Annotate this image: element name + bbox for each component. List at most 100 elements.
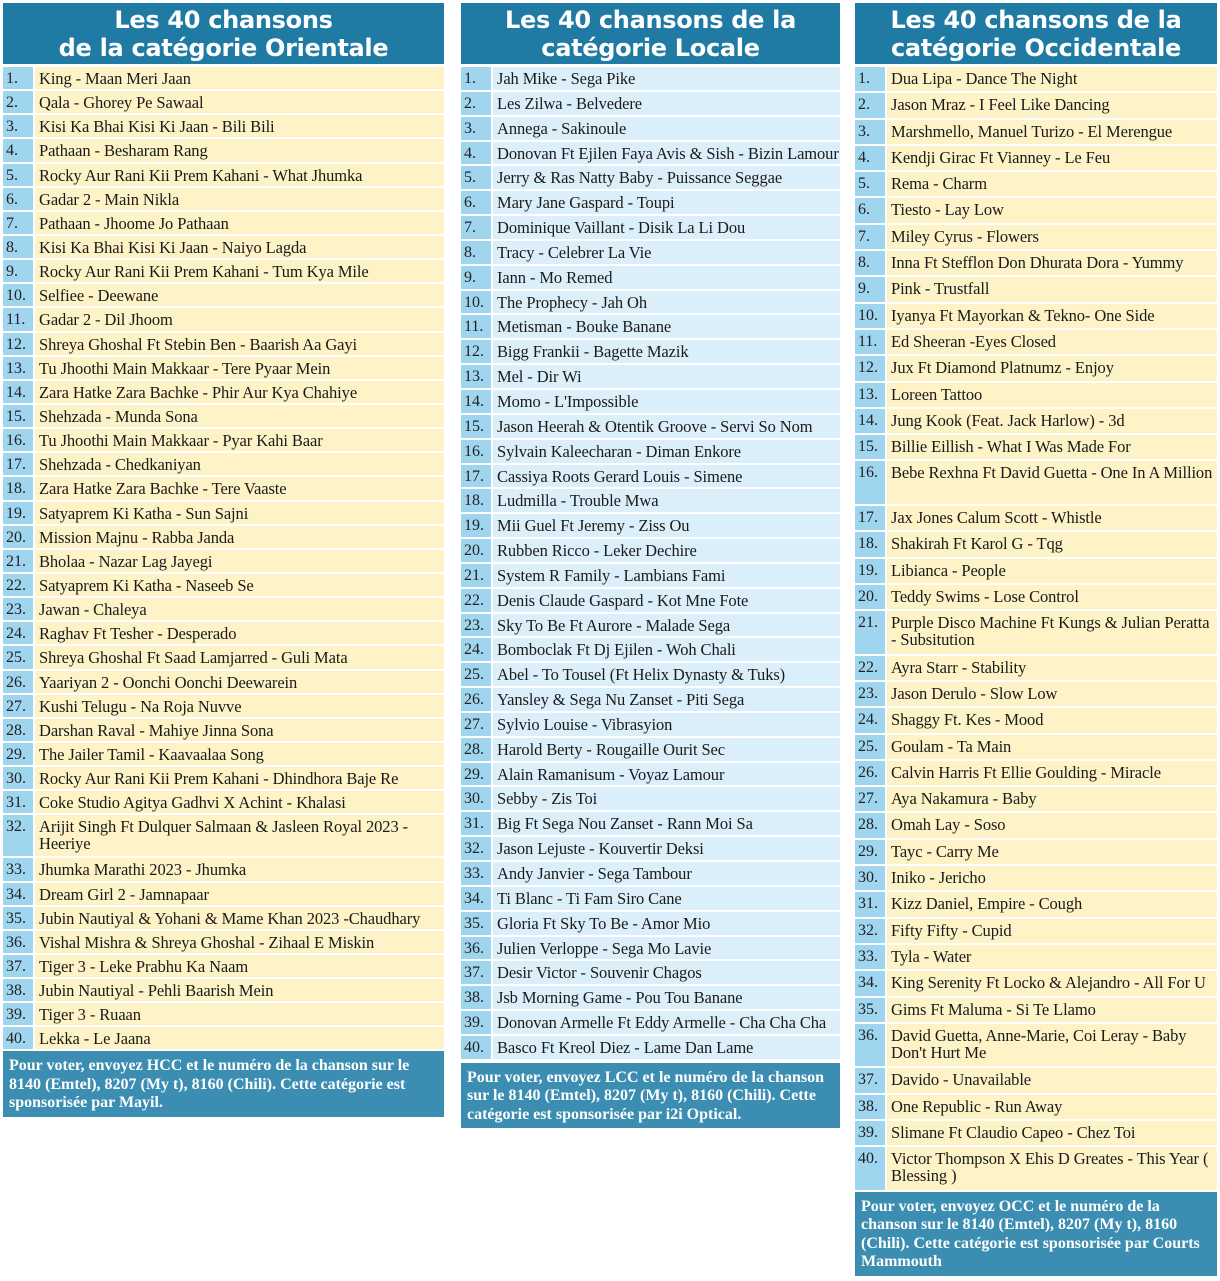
song-title: Rocky Aur Rani Kii Prem Kahani - Tum Kya… — [35, 260, 444, 283]
song-row: 21. System R Family - Lambians Fami — [461, 563, 840, 589]
song-rank: 25. — [855, 734, 885, 759]
song-title: Omah Lay - Soso — [887, 813, 1217, 838]
song-row: 20. Rubben Ricco - Leker Dechire — [461, 539, 840, 564]
song-row: 13. Tu Jhoothi Main Makkaar - Tere Pyaar … — [3, 356, 444, 381]
song-title: Jung Kook (Feat. Jack Harlow) - 3d — [887, 408, 1217, 434]
song-rank: 13. — [3, 356, 33, 379]
song-title: Shehzada - Chedkaniyan — [35, 453, 444, 476]
song-rank: 9. — [3, 260, 33, 283]
song-rank: 6. — [461, 191, 491, 215]
song-rank: 22. — [855, 655, 885, 680]
song-title: Denis Claude Gaspard - Kot Mne Fote — [493, 588, 840, 612]
song-title: Jawan - Chaleya — [35, 598, 444, 621]
song-title: Darshan Raval - Mahiye Jinna Sona — [35, 718, 444, 741]
song-row: 29. Tayc - Carry Me — [855, 839, 1217, 867]
song-row: 19. Libianca - People — [855, 558, 1217, 585]
song-row: 32. Fifty Fifty - Cupid — [855, 918, 1217, 945]
column-orientale: Les 40 chansons de la catégorie Oriental… — [3, 3, 444, 1117]
song-row: 5. Jerry & Ras Natty Baby - Puissance Seg… — [461, 166, 840, 192]
song-rank: 40. — [461, 1035, 491, 1059]
song-row: 7. Pathaan - Jhoome Jo Pathaan — [3, 211, 444, 236]
song-rank: 13. — [461, 365, 491, 388]
song-title: Shreya Ghoshal Ft Saad Lamjarred - Guli … — [35, 646, 444, 669]
song-row: 1. Jah Mike - Sega Pike — [461, 67, 840, 92]
song-row: 20. Mission Majnu - Rabba Janda — [3, 525, 444, 550]
song-row: 2. Qala - Ghorey Pe Sawaal — [3, 91, 444, 116]
column-header: Les 40 chansons de la catégorie Occident… — [855, 3, 1217, 64]
song-row: 1. King - Maan Meri Jaan — [3, 67, 444, 92]
song-rank: 31. — [3, 791, 33, 814]
song-title: Mary Jane Gaspard - Toupi — [493, 191, 840, 215]
song-row: 30. Iniko - Jericho — [855, 866, 1217, 893]
song-row: 6. Tiesto - Lay Low — [855, 198, 1217, 225]
song-title: Teddy Swims - Lose Control — [887, 584, 1217, 610]
song-rank: 23. — [3, 598, 33, 621]
song-title: Gadar 2 - Dil Jhoom — [35, 308, 444, 331]
song-row: 7. Dominique Vaillant - Disik La Li Dou — [461, 216, 840, 241]
song-title: Kendji Girac Ft Vianney - Le Feu — [887, 145, 1217, 171]
song-rank: 6. — [3, 187, 33, 210]
song-rank: 37. — [855, 1068, 885, 1093]
header-line-1: Les 40 chansons de la — [505, 6, 796, 34]
song-row: 34. Dream Girl 2 - Jamnapaar — [3, 882, 444, 907]
song-rank: 5. — [3, 163, 33, 186]
song-rank: 8. — [3, 235, 33, 259]
song-row: 16. Tu Jhoothi Main Makkaar - Pyar Kahi B… — [3, 429, 444, 454]
song-rank: 27. — [855, 787, 885, 812]
song-row: 5. Rocky Aur Rani Kii Prem Kahani - What … — [3, 163, 444, 188]
song-title: Donovan Ft Ejilen Faya Avis & Sish - Biz… — [493, 141, 840, 165]
song-title: Tiger 3 - Leke Prabhu Ka Naam — [35, 954, 444, 978]
song-row: 14. Zara Hatke Zara Bachke - Phir Aur Kya… — [3, 380, 444, 405]
song-rank: 17. — [3, 453, 33, 476]
song-rank: 19. — [3, 501, 33, 524]
song-title: The Jailer Tamil - Kaavaalaa Song — [35, 742, 444, 766]
header-line-2: catégorie Occidentale — [890, 34, 1182, 62]
song-title: Tiger 3 - Ruaan — [35, 1003, 444, 1026]
song-row: 12. Bigg Frankii - Bagette Mazik — [461, 340, 840, 366]
song-row: 18. Zara Hatke Zara Bachke - Tere Vaaste — [3, 477, 444, 502]
song-row: 37. Davido - Unavailable — [855, 1068, 1217, 1095]
song-rank: 2. — [855, 93, 885, 118]
song-title: Cassiya Roots Gerard Louis - Simene — [493, 464, 840, 488]
column-header: Les 40 chansons de la catégorie Locale — [461, 3, 840, 64]
song-title: Harold Berty - Rougaille Ourit Sec — [493, 737, 840, 761]
vote-instructions: Pour voter, envoyez LCC et le numéro de … — [461, 1062, 840, 1129]
song-row: 36. Vishal Mishra & Shreya Ghoshal - Ziha… — [3, 930, 444, 955]
song-row: 3. Kisi Ka Bhai Kisi Ki Jaan - Bili Bili — [3, 115, 444, 140]
song-rank: 20. — [3, 525, 33, 548]
song-title: David Guetta, Anne-Marie, Coi Leray - Ba… — [887, 1023, 1217, 1067]
song-row: 11. Metisman - Bouke Banane — [461, 315, 840, 341]
song-rank: 36. — [3, 930, 33, 953]
song-rank: 15. — [3, 404, 33, 428]
song-row: 32. Jason Lejuste - Kouvertir Deksi — [461, 837, 840, 862]
song-row: 38. One Republic - Run Away — [855, 1094, 1217, 1121]
song-rank: 3. — [855, 119, 885, 144]
song-rank: 37. — [461, 961, 491, 985]
song-title: Slimane Ft Claudio Capeo - Chez Toi — [887, 1120, 1217, 1146]
song-row: 4. Pathaan - Besharam Rang — [3, 139, 444, 164]
song-title: Marshmello, Manuel Turizo - El Merengue — [887, 119, 1217, 144]
song-title: Selfiee - Deewane — [35, 284, 444, 307]
song-row: 37. Tiger 3 - Leke Prabhu Ka Naam — [3, 954, 444, 980]
song-row: 27. Sylvio Louise - Vibrasyion — [461, 712, 840, 738]
song-rank: 18. — [3, 477, 33, 500]
song-rank: 40. — [3, 1027, 33, 1050]
song-title: Alain Ramanisum - Voyaz Lamour — [493, 762, 840, 786]
song-title: Goulam - Ta Main — [887, 734, 1217, 759]
song-rank: 31. — [461, 812, 491, 836]
song-title: Basco Ft Kreol Diez - Lame Dan Lame — [493, 1035, 840, 1059]
song-rank: 6. — [855, 198, 885, 223]
song-rank: 36. — [855, 1023, 885, 1067]
song-title: Kushi Telugu - Na Roja Nuvve — [35, 694, 444, 717]
song-row: 25. Goulam - Ta Main — [855, 734, 1217, 761]
song-rank: 14. — [3, 380, 33, 403]
song-rank: 15. — [855, 435, 885, 460]
song-row: 3. Annega - Sakinoule — [461, 116, 840, 142]
song-rank: 26. — [461, 688, 491, 711]
song-rank: 21. — [855, 611, 885, 654]
song-list: 1. Dua Lipa - Dance The Night 2. Jason Mraz… — [855, 67, 1217, 1192]
song-row: 7. Miley Cyrus - Flowers — [855, 224, 1217, 252]
song-title: Jux Ft Diamond Platnumz - Enjoy — [887, 356, 1217, 381]
song-title: Inna Ft Stefflon Don Dhurata Dora - Yumm… — [887, 251, 1217, 276]
song-rank: 4. — [3, 139, 33, 162]
